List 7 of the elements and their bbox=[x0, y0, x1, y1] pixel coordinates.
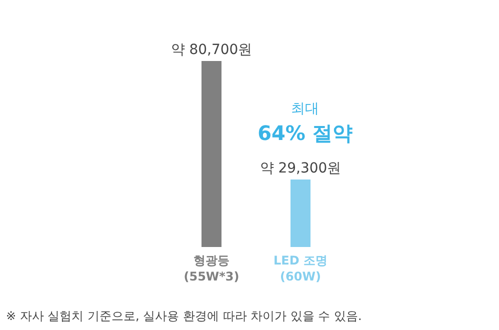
annotation: 64% 절약 bbox=[258, 120, 352, 147]
x-tick-label: 형광등 (55W*3) bbox=[184, 254, 240, 284]
data-label: 약 80,700원 bbox=[170, 42, 252, 58]
data-label: 약 29,300원 bbox=[260, 160, 342, 176]
x-tick-label: LED 조명 (60W) bbox=[274, 254, 328, 284]
annotation: 최대 bbox=[291, 100, 319, 118]
text: ※ 자사 실험치 기준으로, 실사용 환경에 따라 차이가 있을 수 있음. bbox=[6, 308, 362, 325]
